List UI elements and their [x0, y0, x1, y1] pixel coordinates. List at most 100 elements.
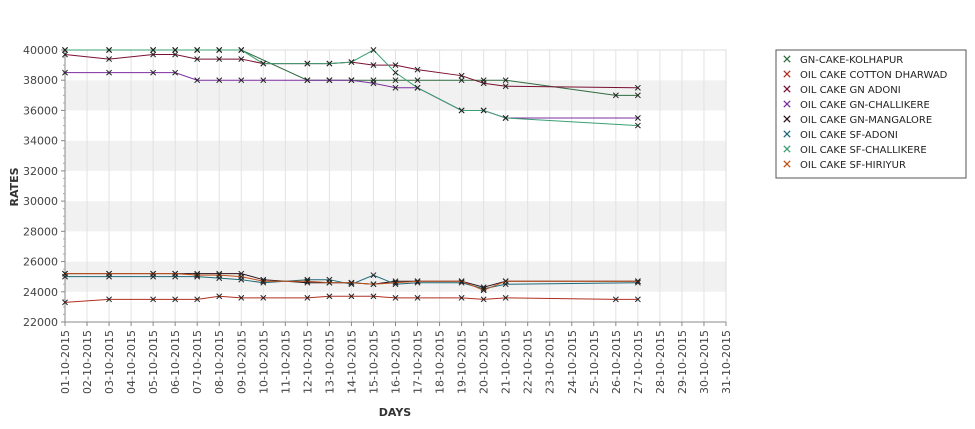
y-tick-label: 36000 [23, 104, 58, 117]
data-point [458, 72, 465, 79]
data-point [370, 80, 377, 87]
legend-entry: OIL CAKE GN-MANGALORE [800, 115, 932, 126]
x-axis-label: DAYS [379, 406, 412, 419]
data-point [414, 278, 421, 285]
data-point [194, 56, 201, 63]
x-tick-label: 16-10-2015 [390, 330, 403, 394]
x-tick-label: 14-10-2015 [345, 330, 358, 394]
y-tick-label: 32000 [23, 165, 58, 178]
data-point [458, 294, 465, 301]
data-point [348, 77, 355, 84]
data-point [194, 47, 201, 53]
x-tick-label: 06-10-2015 [169, 330, 182, 394]
data-point [634, 92, 641, 99]
y-tick-label: 22000 [23, 316, 58, 329]
x-tick-label: 15-10-2015 [367, 330, 380, 394]
data-point [458, 278, 465, 285]
series-line [65, 49, 638, 127]
data-point [62, 270, 68, 277]
data-point [480, 107, 487, 114]
data-point [458, 107, 465, 114]
legend-marker [783, 55, 791, 63]
data-point [480, 296, 487, 303]
data-point [414, 66, 421, 73]
data-point [392, 77, 399, 84]
x-tick-label: 28-10-2015 [654, 330, 667, 394]
data-point [480, 287, 487, 294]
data-point [370, 293, 377, 300]
data-point [238, 294, 245, 301]
x-tick-label: 23-10-2015 [544, 330, 557, 394]
data-point [150, 69, 157, 76]
x-tick-label: 03-10-2015 [103, 330, 116, 394]
data-point [612, 92, 619, 99]
y-tick-label: 26000 [23, 256, 58, 269]
data-point [238, 273, 245, 280]
data-point [480, 80, 487, 87]
data-point [238, 77, 245, 84]
data-point [392, 294, 399, 301]
data-point [634, 278, 641, 285]
y-axis-label: RATES [8, 167, 21, 206]
data-point [172, 270, 179, 277]
y-tick-label: 28000 [23, 225, 58, 238]
data-point [326, 279, 333, 286]
data-point [304, 294, 311, 301]
legend-marker [783, 130, 791, 138]
data-point [392, 279, 399, 286]
series-line [65, 273, 638, 291]
legend-entry: OIL CAKE SF-ADONI [800, 130, 898, 141]
data-point [414, 84, 421, 91]
x-tick-label: 11-10-2015 [279, 330, 292, 394]
data-point [502, 278, 509, 285]
legend-entry: OIL CAKE GN-CHALLIKERE [800, 100, 930, 111]
data-point [326, 77, 333, 84]
grid-bands [64, 49, 727, 323]
data-point [370, 47, 377, 53]
x-tick-label: 25-10-2015 [588, 330, 601, 394]
data-point [634, 115, 641, 121]
x-tick-label: 18-10-2015 [434, 330, 447, 394]
y-axis: 22000 24000 26000 28000 30000 32000 34000 36000… [23, 44, 66, 329]
x-tick-label: 08-10-2015 [213, 330, 226, 394]
data-point [348, 293, 355, 300]
data-point [612, 296, 619, 303]
y-tick-label: 40000 [23, 44, 58, 57]
x-tick-label: 24-10-2015 [566, 330, 579, 394]
data-point [216, 77, 223, 84]
x-tick-label: 12-10-2015 [301, 330, 314, 394]
series [62, 47, 641, 129]
data-point [326, 60, 333, 67]
x-tick-label: 07-10-2015 [191, 330, 204, 394]
data-point [370, 62, 377, 69]
legend-entry: OIL CAKE SF-CHALLIKERE [800, 145, 927, 156]
legend-marker [783, 160, 791, 168]
legend-marker [783, 145, 791, 153]
data-point [172, 296, 179, 303]
y-tick-label: 30000 [23, 195, 58, 208]
data-point [260, 278, 267, 285]
data-point [260, 60, 267, 67]
legend-entry: OIL CAKE COTTON DHARWAD [800, 70, 948, 81]
y-tick-label: 24000 [23, 286, 58, 299]
data-point [260, 294, 267, 301]
x-tick-label: 04-10-2015 [125, 330, 138, 394]
x-tick-label: 17-10-2015 [412, 330, 425, 394]
data-point [106, 47, 113, 53]
legend-marker [783, 100, 791, 108]
data-point [414, 294, 421, 301]
x-tick-label: 21-10-2015 [500, 330, 513, 394]
x-tick-label: 13-10-2015 [323, 330, 336, 394]
series [62, 270, 641, 294]
data-point [194, 272, 201, 279]
x-tick-label: 27-10-2015 [632, 330, 645, 394]
legend: GN-CAKE-KOLHAPUR OIL CAKE COTTON DHARWAD O… [775, 49, 967, 179]
data-point [502, 77, 509, 84]
data-point [62, 69, 68, 76]
data-point [238, 56, 245, 63]
x-tick-label: 22-10-2015 [522, 330, 535, 394]
data-point [392, 69, 399, 76]
data-point [634, 84, 641, 91]
series-layer [62, 47, 641, 306]
series [62, 293, 641, 306]
